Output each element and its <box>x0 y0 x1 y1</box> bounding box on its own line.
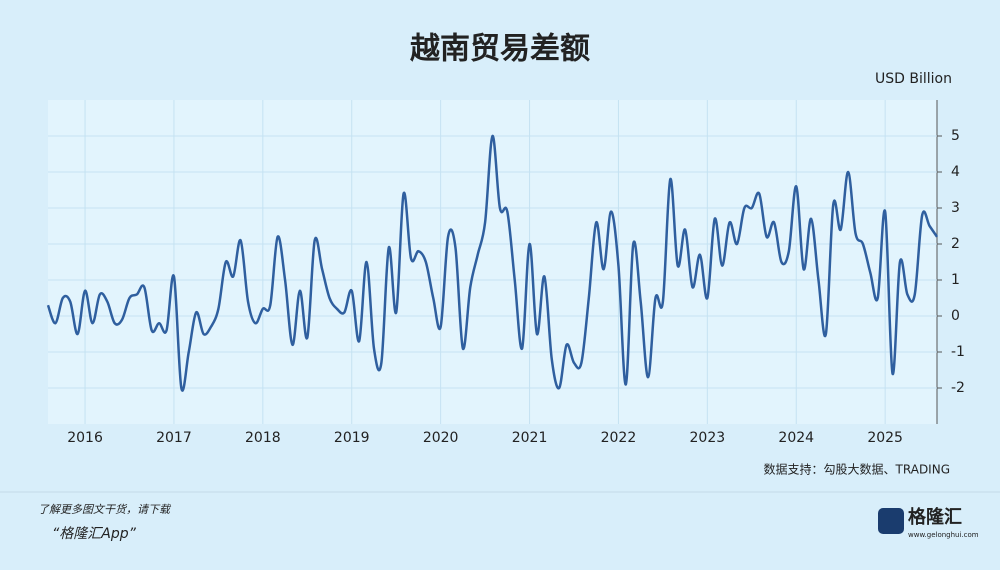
y-tick-label: 2 <box>951 236 960 252</box>
x-tick-label: 2022 <box>601 430 637 446</box>
x-tick-label: 2025 <box>867 430 903 446</box>
x-tick-label: 2023 <box>690 430 726 446</box>
y-tick-label: 5 <box>951 128 960 144</box>
y-tick-label: 4 <box>951 164 960 180</box>
logo-url: www.gelonghui.com <box>908 531 979 539</box>
footer-text: 了解更多图文干货，请下载 <box>38 503 172 516</box>
line <box>46 134 939 392</box>
y-tick-label: 0 <box>951 308 960 324</box>
x-tick-label: 2020 <box>423 430 459 446</box>
x-tick-label: 2024 <box>778 430 814 446</box>
y-tick-label: -2 <box>951 380 965 396</box>
logo-icon <box>878 508 904 534</box>
y-tick-label: 3 <box>951 200 960 216</box>
x-tick-label: 2017 <box>156 430 192 446</box>
plot-area <box>48 100 937 424</box>
x-tick-label: 2021 <box>512 430 548 446</box>
y-axis-label: USD Billion <box>875 71 952 87</box>
footer-app: “格隆汇App” <box>52 526 137 542</box>
y-tick-label: 1 <box>951 272 960 288</box>
y-tick-label: -1 <box>951 344 965 360</box>
x-tick-label: 2018 <box>245 430 281 446</box>
source: 数据支持：勾股大数据、TRADING <box>764 462 950 477</box>
x-tick-label: 2016 <box>67 430 103 446</box>
logo: 格隆汇 <box>908 506 962 528</box>
x-tick-label: 2019 <box>334 430 370 446</box>
chart-title: 越南贸易差额 <box>410 32 590 67</box>
